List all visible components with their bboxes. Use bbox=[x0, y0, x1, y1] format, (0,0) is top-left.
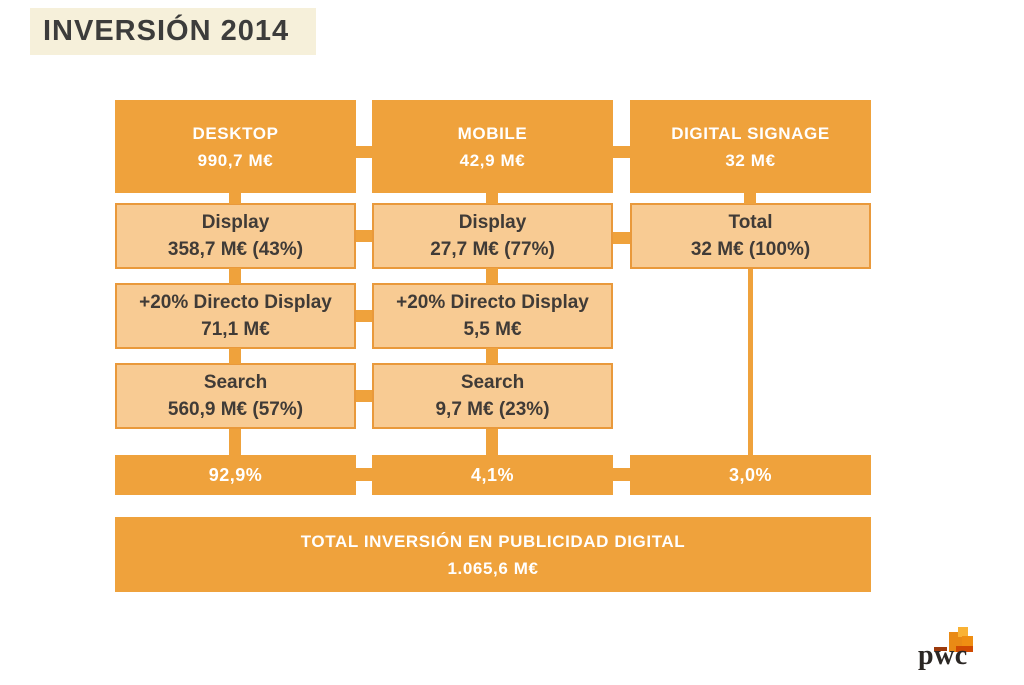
desktop-header-value: 990,7 M€ bbox=[197, 150, 274, 170]
connector-mobile-signage-display bbox=[613, 232, 630, 244]
pwc-logo-icon bbox=[934, 624, 994, 654]
page-title-text: INVERSIÓN 2014 bbox=[43, 15, 290, 47]
digital-signage-header-value: 32 M€ bbox=[725, 150, 776, 170]
mobile-display-box: Display 27,7 M€ (77%) bbox=[372, 203, 613, 269]
mobile-display-label: Display bbox=[458, 212, 527, 233]
mobile-display-value: 27,7 M€ (77%) bbox=[430, 239, 555, 260]
digital-signage-total-label: Total bbox=[728, 212, 773, 233]
mobile-share-value: 4,1% bbox=[470, 464, 515, 485]
connector-mobile-header-display bbox=[486, 192, 498, 204]
desktop-search-box: Search 560,9 M€ (57%) bbox=[115, 363, 356, 429]
digital-signage-header-box: DIGITAL SIGNAGE 32 M€ bbox=[630, 100, 871, 193]
mobile-search-box: Search 9,7 M€ (23%) bbox=[372, 363, 613, 429]
desktop-share-box: 92,9% bbox=[115, 455, 356, 495]
connector-signage-total-share bbox=[748, 269, 753, 455]
desktop-directo-display-label: +20% Directo Display bbox=[139, 292, 332, 313]
desktop-display-box: Display 358,7 M€ (43%) bbox=[115, 203, 356, 269]
desktop-header-title: DESKTOP bbox=[192, 123, 279, 143]
connector-signage-header-total bbox=[744, 192, 756, 204]
connector-desktop-mobile-display bbox=[356, 230, 372, 242]
connector-mobile-display-directo bbox=[486, 268, 498, 284]
desktop-header-box: DESKTOP 990,7 M€ bbox=[115, 100, 356, 193]
connector-desktop-directo-search bbox=[229, 348, 241, 364]
connector-desktop-mobile-search bbox=[356, 390, 372, 402]
mobile-header-value: 42,9 M€ bbox=[459, 150, 526, 170]
desktop-search-value: 560,9 M€ (57%) bbox=[167, 399, 304, 420]
mobile-share-box: 4,1% bbox=[372, 455, 613, 495]
digital-signage-share-value: 3,0% bbox=[728, 464, 773, 485]
desktop-directo-display-value: 71,1 M€ bbox=[201, 319, 270, 340]
digital-signage-share-box: 3,0% bbox=[630, 455, 871, 495]
page-title: INVERSIÓN 2014 bbox=[30, 8, 316, 55]
grand-total-value: 1.065,6 M€ bbox=[447, 558, 539, 578]
connector-mobile-directo-search bbox=[486, 348, 498, 364]
desktop-share-value: 92,9% bbox=[208, 464, 263, 485]
connector-desktop-mobile-directo bbox=[356, 310, 372, 322]
desktop-display-label: Display bbox=[201, 212, 270, 233]
desktop-directo-display-box: +20% Directo Display 71,1 M€ bbox=[115, 283, 356, 349]
digital-signage-total-value: 32 M€ (100%) bbox=[690, 239, 811, 260]
connector-mobile-signage-header bbox=[613, 146, 630, 158]
desktop-search-label: Search bbox=[203, 372, 268, 393]
digital-signage-header-title: DIGITAL SIGNAGE bbox=[671, 123, 830, 143]
pwc-logo: pwc bbox=[914, 624, 994, 676]
grand-total-label: TOTAL INVERSIÓN EN PUBLICIDAD DIGITAL bbox=[300, 531, 686, 551]
mobile-directo-display-box: +20% Directo Display 5,5 M€ bbox=[372, 283, 613, 349]
mobile-header-title: MOBILE bbox=[457, 123, 528, 143]
mobile-directo-display-label: +20% Directo Display bbox=[396, 292, 589, 313]
mobile-search-label: Search bbox=[460, 372, 525, 393]
digital-signage-total-box: Total 32 M€ (100%) bbox=[630, 203, 871, 269]
mobile-directo-display-value: 5,5 M€ bbox=[463, 319, 522, 340]
connector-desktop-header-display bbox=[229, 192, 241, 204]
grand-total-box: TOTAL INVERSIÓN EN PUBLICIDAD DIGITAL 1.… bbox=[115, 517, 871, 592]
mobile-search-value: 9,7 M€ (23%) bbox=[435, 399, 550, 420]
pwc-logo-text: pwc bbox=[918, 640, 968, 671]
connector-desktop-mobile-share bbox=[356, 468, 372, 481]
connector-desktop-mobile-header bbox=[356, 146, 372, 158]
connector-mobile-search-share bbox=[486, 429, 498, 455]
mobile-header-box: MOBILE 42,9 M€ bbox=[372, 100, 613, 193]
connector-desktop-search-share bbox=[229, 429, 241, 455]
desktop-display-value: 358,7 M€ (43%) bbox=[167, 239, 304, 260]
connector-desktop-display-directo bbox=[229, 268, 241, 284]
connector-mobile-signage-share bbox=[613, 468, 630, 481]
